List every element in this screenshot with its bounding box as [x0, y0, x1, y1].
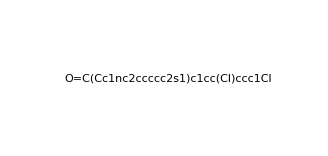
- Text: O=C(Cc1nc2ccccc2s1)c1cc(Cl)ccc1Cl: O=C(Cc1nc2ccccc2s1)c1cc(Cl)ccc1Cl: [64, 74, 272, 84]
